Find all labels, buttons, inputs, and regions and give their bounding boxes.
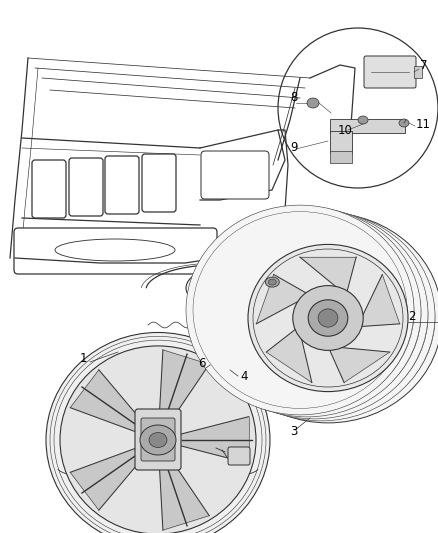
Text: 9: 9: [290, 141, 297, 154]
FancyBboxPatch shape: [201, 151, 269, 199]
Ellipse shape: [60, 346, 256, 533]
Ellipse shape: [268, 279, 276, 285]
Ellipse shape: [186, 205, 414, 415]
Ellipse shape: [193, 207, 421, 417]
Text: 8: 8: [290, 91, 297, 104]
FancyBboxPatch shape: [32, 160, 66, 218]
Text: 6: 6: [198, 357, 205, 370]
Ellipse shape: [149, 432, 167, 448]
FancyBboxPatch shape: [69, 158, 103, 216]
Text: 3: 3: [290, 425, 297, 438]
Bar: [330, 119, 405, 133]
Text: 11: 11: [416, 118, 431, 131]
FancyBboxPatch shape: [364, 56, 416, 88]
Polygon shape: [357, 274, 400, 327]
Ellipse shape: [140, 425, 176, 455]
Bar: [330, 151, 352, 163]
Ellipse shape: [93, 465, 223, 484]
Ellipse shape: [105, 470, 211, 482]
Text: 2: 2: [408, 310, 416, 323]
Text: 1: 1: [80, 352, 88, 365]
FancyBboxPatch shape: [105, 156, 139, 214]
Ellipse shape: [254, 280, 262, 285]
Ellipse shape: [224, 278, 272, 298]
Ellipse shape: [234, 282, 261, 294]
Text: 4: 4: [240, 370, 247, 383]
Polygon shape: [181, 417, 249, 463]
Polygon shape: [256, 274, 310, 324]
Polygon shape: [159, 459, 209, 530]
FancyBboxPatch shape: [142, 154, 176, 212]
Ellipse shape: [227, 288, 236, 293]
Text: 10: 10: [338, 124, 353, 137]
FancyBboxPatch shape: [278, 275, 298, 293]
Polygon shape: [328, 346, 390, 383]
Ellipse shape: [186, 262, 310, 314]
Polygon shape: [266, 327, 312, 383]
FancyBboxPatch shape: [135, 409, 181, 470]
Ellipse shape: [234, 280, 242, 285]
Ellipse shape: [214, 213, 438, 423]
FancyBboxPatch shape: [14, 228, 217, 274]
Ellipse shape: [318, 309, 338, 327]
Ellipse shape: [399, 119, 409, 127]
FancyBboxPatch shape: [228, 447, 250, 465]
Ellipse shape: [46, 333, 270, 533]
Polygon shape: [70, 448, 143, 510]
Bar: [414, 66, 422, 78]
Ellipse shape: [248, 245, 408, 392]
Ellipse shape: [207, 211, 435, 421]
Bar: [330, 131, 352, 153]
Ellipse shape: [261, 288, 268, 293]
Polygon shape: [300, 257, 356, 295]
Polygon shape: [70, 370, 143, 432]
Ellipse shape: [200, 209, 428, 419]
Ellipse shape: [293, 286, 363, 350]
Polygon shape: [159, 350, 209, 421]
Ellipse shape: [265, 277, 279, 287]
Ellipse shape: [307, 98, 319, 108]
Text: 7: 7: [420, 59, 427, 72]
Ellipse shape: [308, 300, 348, 336]
FancyBboxPatch shape: [141, 418, 175, 461]
Ellipse shape: [358, 116, 368, 124]
Ellipse shape: [244, 293, 252, 298]
Ellipse shape: [55, 239, 175, 261]
